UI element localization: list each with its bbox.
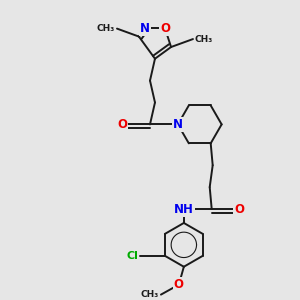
Text: O: O <box>235 202 244 215</box>
Text: O: O <box>160 22 170 34</box>
Text: CH₃: CH₃ <box>141 290 159 299</box>
Text: CH₃: CH₃ <box>97 24 115 33</box>
Text: N: N <box>173 118 183 131</box>
Text: O: O <box>174 278 184 291</box>
Text: Cl: Cl <box>126 251 138 261</box>
Text: N: N <box>140 22 150 34</box>
Text: CH₃: CH₃ <box>195 34 213 43</box>
Text: NH: NH <box>174 202 194 215</box>
Text: O: O <box>117 118 127 131</box>
